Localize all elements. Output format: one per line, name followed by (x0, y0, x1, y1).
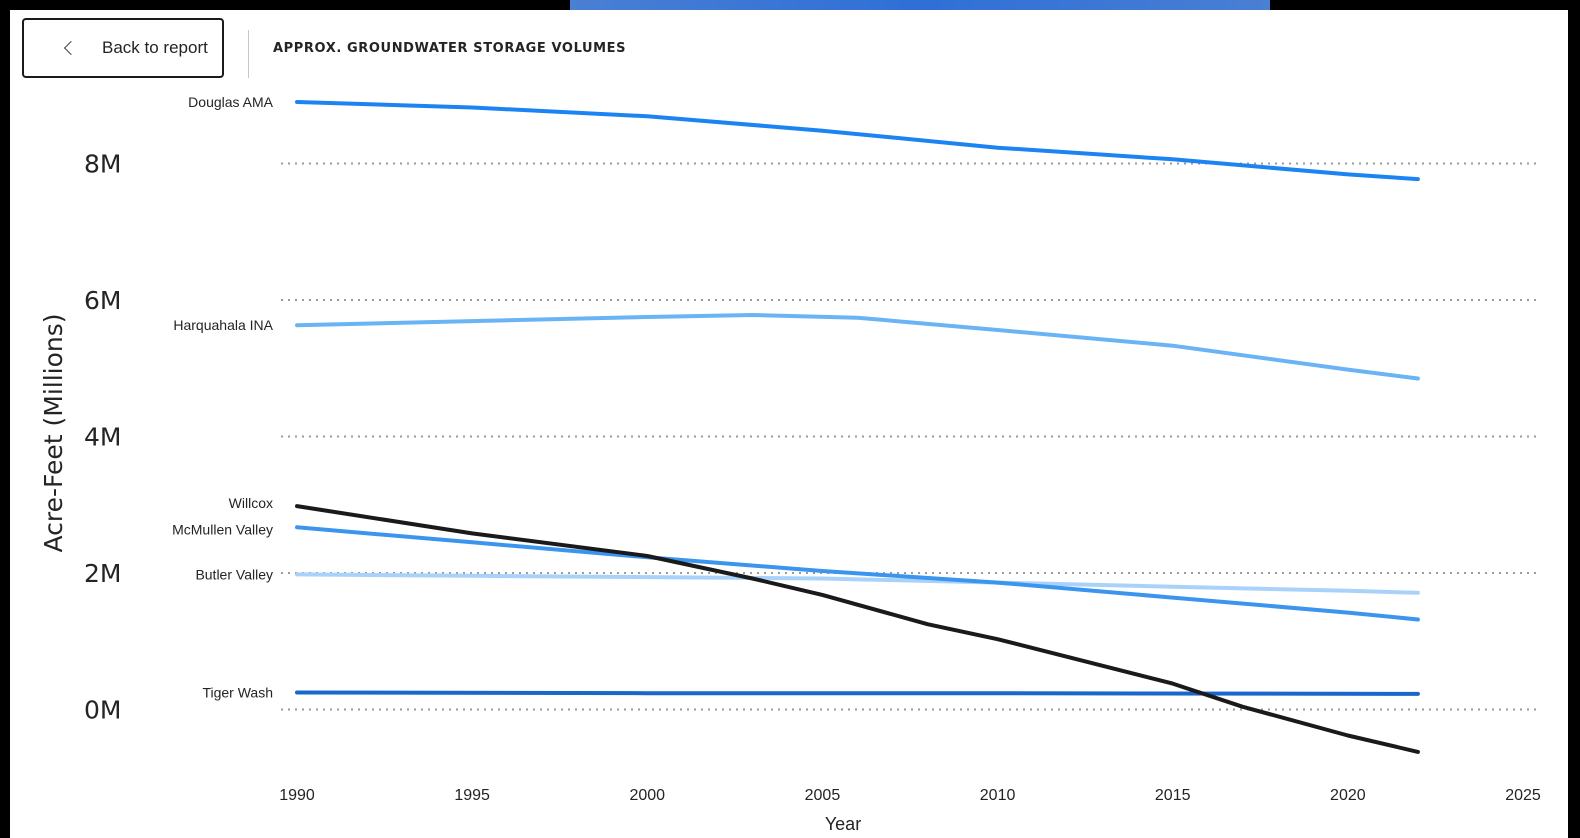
title-divider (248, 30, 249, 78)
series-line (295, 525, 1420, 622)
series-line (295, 100, 1420, 182)
series-label: Willcox (229, 495, 273, 511)
series-lines (295, 100, 1420, 754)
x-tick-label: 2000 (629, 787, 665, 804)
x-axis-title: Year (825, 814, 861, 834)
series-line (295, 572, 1420, 595)
gridlines (281, 162, 1540, 711)
y-tick-label: 4M (84, 423, 121, 452)
back-to-report-label: Back to report (102, 38, 208, 57)
chart-title: APPROX. GROUNDWATER STORAGE VOLUMES (273, 41, 627, 56)
y-tick-label: 8M (84, 149, 121, 178)
x-tick-label: 2025 (1505, 787, 1541, 804)
series-line (295, 504, 1420, 754)
series-label: Harquahala INA (173, 317, 273, 333)
series-label: McMullen Valley (172, 521, 273, 537)
series-label: Douglas AMA (188, 94, 273, 110)
x-tick-label: 1990 (279, 787, 315, 804)
back-to-report-button[interactable]: Back to report (22, 18, 224, 78)
y-tick-label: 2M (84, 559, 121, 588)
series-labels: Douglas AMA Harquahala INA Willcox McMullen… (172, 94, 274, 700)
x-tick-label: 2010 (980, 787, 1016, 804)
y-tick-label: 0M (84, 696, 121, 725)
x-tick-label: 2015 (1155, 787, 1191, 804)
series-label: Butler Valley (195, 566, 273, 582)
series-label: Tiger Wash (202, 684, 273, 700)
series-line (295, 690, 1420, 696)
y-tick-label: 6M (84, 286, 121, 315)
x-tick-label: 2020 (1330, 787, 1366, 804)
x-tick-label: 1995 (454, 787, 490, 804)
y-axis-ticks: 0M 2M 4M 6M 8M (84, 149, 121, 724)
y-axis-title: Acre-Feet (Millions) (39, 313, 68, 552)
x-tick-label: 2005 (805, 787, 841, 804)
top-accent-bar (570, 0, 1270, 10)
series-line (295, 313, 1420, 381)
x-axis-ticks: 1990 1995 2000 2005 2010 2015 2020 2025 (279, 787, 1541, 804)
